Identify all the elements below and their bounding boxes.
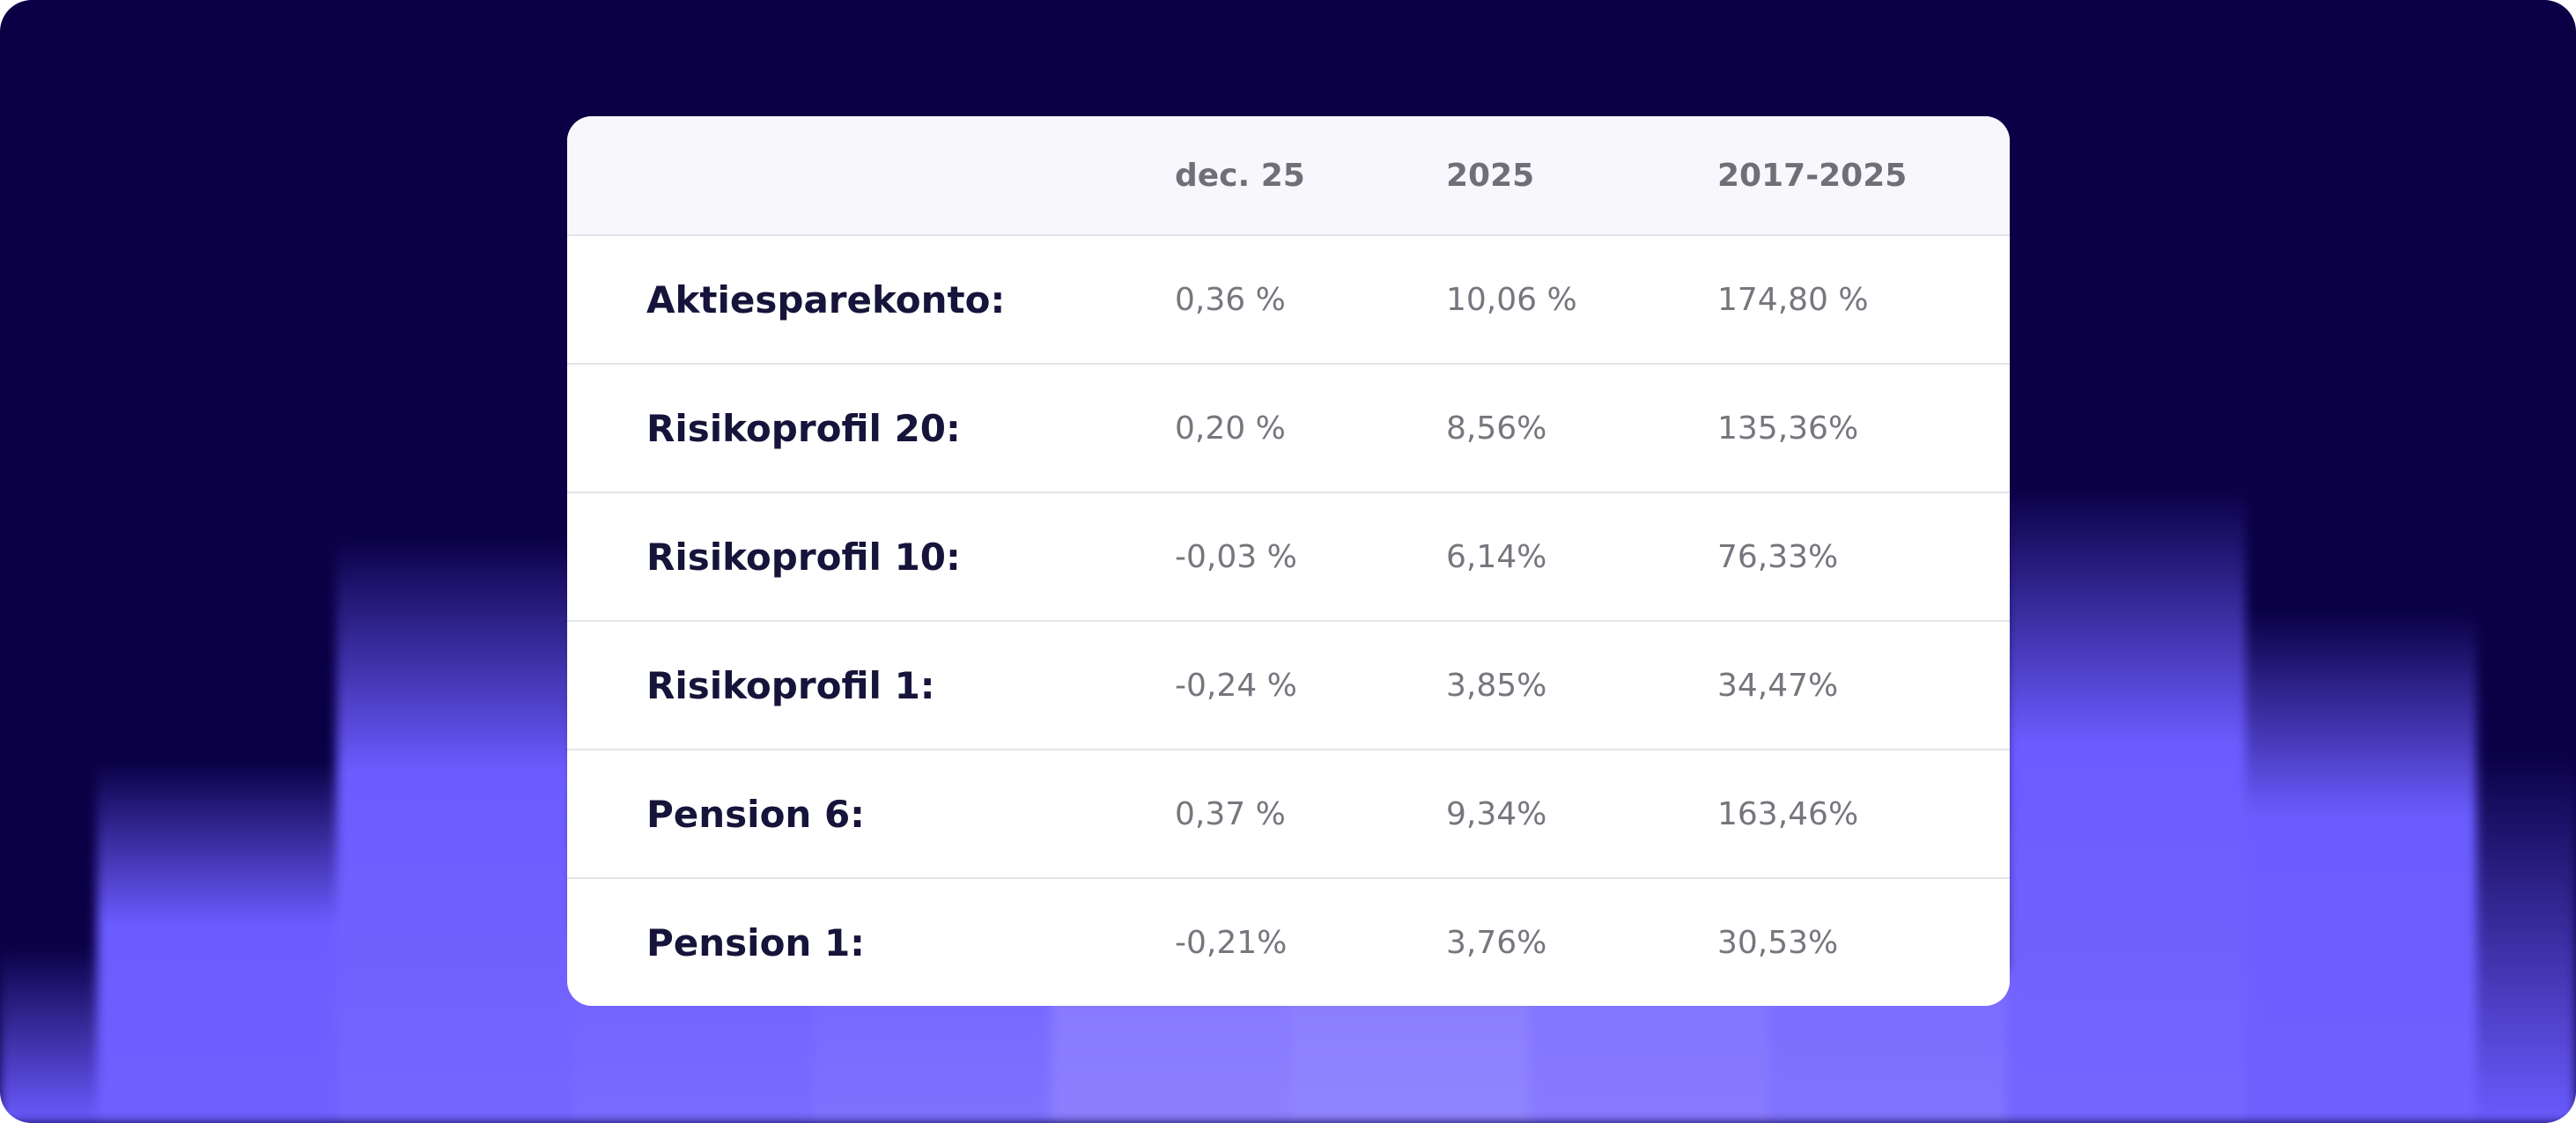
table-cell: 9,34% (1446, 795, 1547, 832)
table-cell: -0,03 % (1175, 538, 1297, 575)
table-row: Risikoprofil 20: 0,20 % 8,56% 135,36% (567, 365, 2010, 493)
table-row: Risikoprofil 10: -0,03 % 6,14% 76,33% (567, 493, 2010, 622)
table-row: Aktiesparekonto: 0,36 % 10,06 % 174,80 % (567, 236, 2010, 365)
table-cell: 3,85% (1446, 667, 1547, 704)
background-bar (336, 537, 574, 1123)
table-cell: 0,36 % (1175, 281, 1286, 318)
table-cell: 0,20 % (1175, 410, 1286, 447)
returns-table: dec. 25 2025 2017-2025 Aktiesparekonto: … (567, 116, 2010, 1006)
table-cell: 3,76% (1446, 924, 1547, 961)
column-header: dec. 25 (1175, 157, 1305, 194)
table-row: Risikoprofil 1: -0,24 % 3,85% 34,47% (567, 622, 2010, 750)
table-cell: -0,24 % (1175, 667, 1297, 704)
table-row: Pension 6: 0,37 % 9,34% 163,46% (567, 750, 2010, 879)
table-cell: -0,21% (1175, 924, 1288, 961)
table-cell: 10,06 % (1446, 281, 1577, 318)
table-cell: 76,33% (1717, 538, 1839, 575)
background-bar (2006, 489, 2246, 1123)
table-row: Pension 1: -0,21% 3,76% 30,53% (567, 879, 2010, 1006)
table-cell: 0,37 % (1175, 795, 1286, 832)
background-bar (2246, 612, 2476, 1123)
table-header-row: dec. 25 2025 2017-2025 (567, 116, 2010, 236)
table-cell: 135,36% (1717, 410, 1859, 447)
column-header: 2017-2025 (1717, 157, 1908, 194)
column-header: 2025 (1446, 157, 1535, 194)
row-label: Risikoprofil 20: (646, 406, 961, 450)
table-cell: 30,53% (1717, 924, 1839, 961)
table-cell: 6,14% (1446, 538, 1547, 575)
row-label: Pension 1: (646, 920, 865, 964)
row-label: Risikoprofil 10: (646, 535, 961, 579)
background-bar (0, 947, 97, 1123)
row-label: Pension 6: (646, 792, 865, 836)
table-cell: 163,46% (1717, 795, 1859, 832)
table-cell: 8,56% (1446, 410, 1547, 447)
table-cell: 34,47% (1717, 667, 1839, 704)
background-bar (97, 762, 336, 1123)
background-bar (2476, 753, 2576, 1123)
row-label: Risikoprofil 1: (646, 663, 935, 707)
table-cell: 174,80 % (1717, 281, 1869, 318)
row-label: Aktiesparekonto: (646, 277, 1006, 321)
